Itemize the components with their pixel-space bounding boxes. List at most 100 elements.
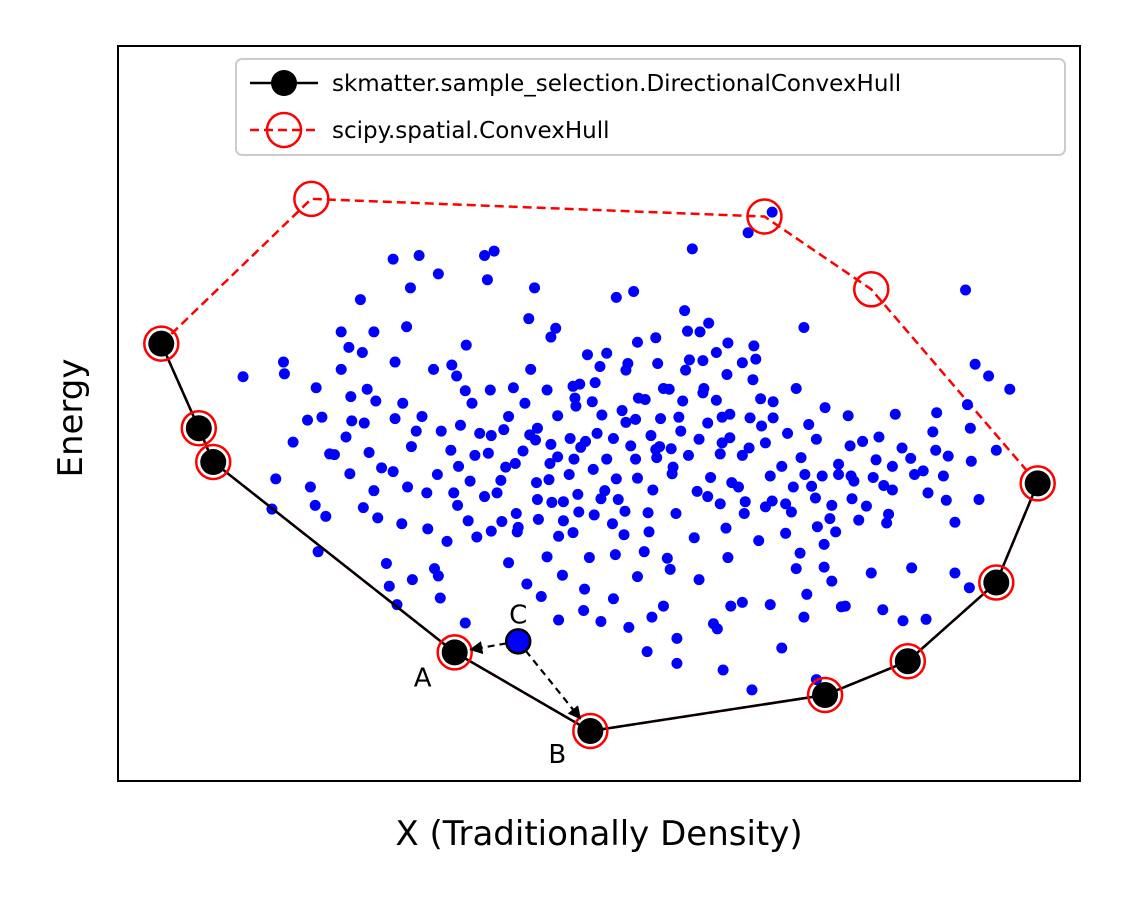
- data-point: [697, 355, 709, 367]
- data-point: [743, 442, 755, 454]
- data-point: [819, 402, 831, 414]
- plot-frame: [117, 45, 1081, 782]
- data-point: [853, 514, 865, 526]
- data-point: [963, 582, 975, 594]
- data-point: [750, 353, 762, 365]
- data-point: [397, 397, 409, 409]
- data-point: [839, 600, 851, 612]
- data-point: [785, 506, 797, 518]
- data-point: [568, 453, 580, 465]
- data-point: [380, 557, 392, 569]
- data-point: [448, 487, 460, 499]
- plot-area: A B C: [117, 45, 1081, 782]
- data-point: [801, 588, 813, 600]
- data-point: [583, 552, 595, 564]
- data-point: [714, 498, 726, 510]
- data-point: [344, 468, 356, 480]
- data-point: [462, 515, 474, 527]
- data-point: [469, 449, 481, 461]
- data-point: [510, 507, 522, 519]
- data-point: [969, 358, 981, 370]
- directional-hull-layer: [143, 180, 1056, 750]
- legend-marker-scipy: [265, 111, 303, 149]
- data-point: [878, 480, 890, 492]
- data-point: [949, 567, 961, 579]
- data-point: [782, 427, 794, 439]
- directional-hull-vertex: [577, 718, 604, 745]
- data-point: [479, 249, 491, 261]
- data-point: [572, 488, 584, 500]
- data-point: [736, 357, 748, 369]
- data-point: [881, 517, 893, 529]
- data-point: [798, 322, 810, 334]
- data-point: [961, 399, 973, 411]
- data-point: [642, 507, 654, 519]
- data-point: [883, 508, 895, 520]
- data-point: [453, 460, 465, 472]
- legend-marker-directional: [271, 70, 297, 96]
- data-point: [877, 604, 889, 616]
- directional-hull-vertex: [185, 415, 212, 442]
- data-point: [628, 285, 640, 297]
- data-point: [759, 437, 771, 449]
- data-point: [631, 472, 643, 484]
- data-point: [714, 448, 726, 460]
- data-point: [372, 512, 384, 524]
- data-point: [870, 454, 882, 466]
- data-point: [588, 509, 600, 521]
- data-point: [809, 492, 821, 504]
- data-point: [650, 444, 662, 456]
- data-point: [710, 346, 722, 358]
- data-point: [671, 632, 683, 644]
- data-point: [309, 499, 321, 511]
- data-point: [575, 441, 587, 453]
- data-point: [705, 471, 717, 483]
- data-point: [716, 411, 728, 423]
- data-point: [287, 436, 299, 448]
- data-point: [670, 507, 682, 519]
- data-point: [570, 400, 582, 412]
- data-point: [657, 383, 669, 395]
- directional-hull-vertex: [1024, 470, 1051, 497]
- data-point: [573, 506, 585, 518]
- data-point: [567, 527, 579, 539]
- data-point: [753, 535, 765, 547]
- data-point: [524, 429, 536, 441]
- data-point: [747, 374, 759, 386]
- data-point: [722, 552, 734, 564]
- data-point: [920, 613, 932, 625]
- data-point: [606, 518, 618, 530]
- data-point: [683, 354, 695, 366]
- data-point: [302, 414, 314, 426]
- data-point: [886, 460, 898, 472]
- data-point: [720, 522, 732, 534]
- data-point: [671, 657, 683, 669]
- data-point: [610, 473, 622, 485]
- data-point: [482, 447, 494, 459]
- data-point: [748, 340, 760, 352]
- data-point: [484, 384, 496, 396]
- data-point: [491, 487, 503, 499]
- data-point: [563, 469, 575, 481]
- data-point: [651, 452, 663, 464]
- data-point: [694, 326, 706, 338]
- data-point: [724, 432, 736, 444]
- data-point: [546, 496, 558, 508]
- directional-hull-vertex: [983, 569, 1010, 596]
- data-point: [270, 473, 282, 485]
- scipy-hull-vertex: [194, 443, 232, 481]
- directional-hull-vertex: [894, 648, 921, 675]
- data-point: [404, 282, 416, 294]
- data-point: [766, 206, 778, 218]
- data-point: [703, 317, 715, 329]
- data-point: [343, 341, 355, 353]
- data-point: [445, 444, 457, 456]
- data-point: [416, 410, 428, 422]
- data-point: [886, 484, 898, 496]
- data-point: [622, 358, 634, 370]
- data-point: [434, 592, 446, 604]
- data-point: [842, 410, 854, 422]
- data-point: [363, 446, 375, 458]
- data-point: [591, 427, 603, 439]
- data-point: [277, 356, 289, 368]
